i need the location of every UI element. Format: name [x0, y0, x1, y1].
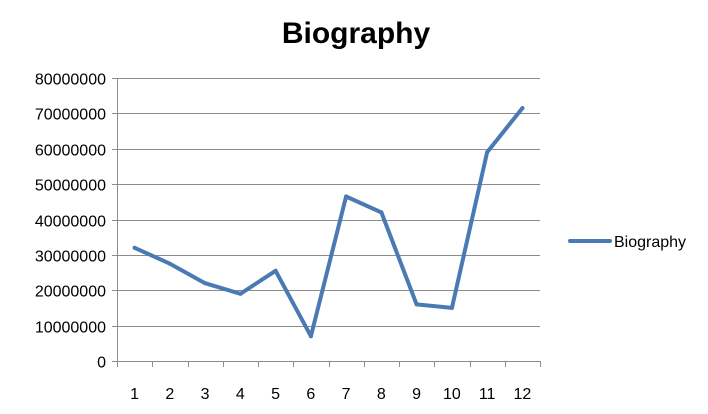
x-tick-label: 9	[412, 386, 421, 403]
x-tick-label: 2	[165, 386, 174, 403]
x-axis-tick-labels: 1 2 3 4 5 6 7 8 9 10 11 12	[130, 386, 531, 403]
data-point	[520, 106, 525, 111]
series-line-biography	[132, 106, 525, 339]
y-tick-label: 0	[97, 355, 106, 372]
series-layer	[132, 106, 525, 339]
y-tick-label: 30000000	[35, 249, 106, 266]
data-point	[379, 210, 384, 215]
data-point	[273, 268, 278, 273]
x-tick-label: 12	[513, 386, 531, 403]
y-tick-label: 40000000	[35, 214, 106, 231]
x-tick-label: 11	[479, 386, 496, 403]
data-point	[449, 305, 454, 310]
x-tick-label: 7	[342, 386, 351, 403]
axes	[112, 78, 541, 367]
x-tick-label: 10	[443, 386, 461, 403]
y-tick-label: 70000000	[35, 107, 106, 124]
x-tick-label: 6	[306, 386, 315, 403]
y-tick-label: 20000000	[35, 284, 106, 301]
x-tick-label: 4	[236, 386, 245, 403]
legend-label-biography: Biography	[614, 234, 686, 251]
data-point	[344, 194, 349, 199]
y-axis-tick-labels: 0 10000000 20000000 30000000 40000000 5000000…	[35, 72, 106, 372]
y-tick-label: 60000000	[35, 143, 106, 160]
data-point	[414, 302, 419, 307]
x-tick-label: 1	[130, 386, 139, 403]
data-point	[132, 245, 137, 250]
y-tick-label: 80000000	[35, 72, 106, 89]
legend: Biography	[568, 234, 686, 251]
data-point	[238, 291, 243, 296]
y-tick-label: 50000000	[35, 178, 106, 195]
chart-title: Biography	[282, 17, 431, 50]
gridlines	[117, 78, 540, 327]
x-tick-label: 5	[271, 386, 280, 403]
x-tick-label: 8	[377, 386, 386, 403]
data-point	[308, 334, 313, 339]
data-point	[167, 261, 172, 266]
data-point	[203, 281, 208, 286]
data-point	[485, 150, 490, 155]
x-tick-label: 3	[201, 386, 210, 403]
y-tick-label: 10000000	[35, 320, 106, 337]
